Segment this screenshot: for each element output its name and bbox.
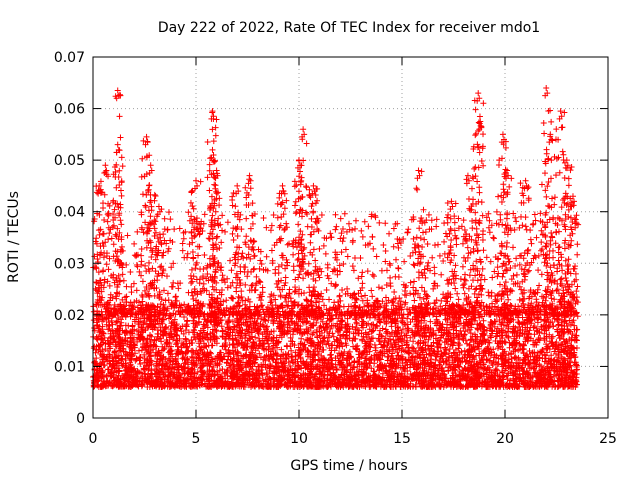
data-point — [407, 334, 414, 341]
data-point — [538, 326, 545, 333]
data-point — [188, 353, 195, 360]
data-point — [349, 323, 356, 330]
data-point — [355, 358, 362, 365]
data-point — [548, 352, 555, 359]
data-point — [363, 351, 370, 358]
data-points — [90, 84, 582, 391]
data-point — [390, 336, 397, 343]
data-point — [217, 349, 224, 356]
data-point — [252, 334, 259, 341]
chart-title: Day 222 of 2022, Rate Of TEC Index for r… — [158, 20, 540, 36]
data-point — [377, 327, 384, 334]
data-point — [219, 366, 226, 373]
data-point — [266, 343, 273, 350]
data-point — [531, 331, 538, 338]
data-point — [90, 308, 97, 315]
data-point — [224, 356, 231, 363]
data-point — [183, 349, 190, 356]
data-point — [109, 321, 116, 328]
data-point — [456, 371, 463, 378]
data-point — [555, 332, 562, 339]
data-point — [467, 330, 474, 337]
data-point — [263, 369, 270, 376]
data-point — [201, 380, 208, 387]
data-point — [498, 353, 505, 360]
data-point — [165, 355, 172, 362]
data-point — [382, 335, 389, 342]
data-point — [333, 365, 340, 372]
